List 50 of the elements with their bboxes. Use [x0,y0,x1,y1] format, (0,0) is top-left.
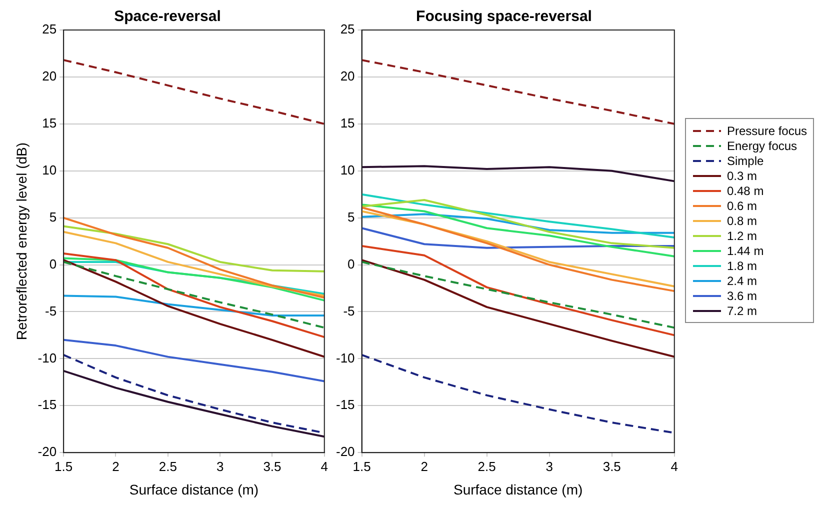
x-tick-label: 2 [112,458,120,474]
y-tick-label: 20 [42,68,57,84]
legend-label: 7.2 m [727,304,758,318]
x-tick-label: 1.5 [54,458,73,474]
legend-label: 3.6 m [727,288,758,302]
legend-label: Energy focus [727,138,798,152]
x-tick-label: 2.5 [478,458,496,474]
x-axis-title: Surface distance (m) [454,481,583,498]
y-tick-label: -10 [38,350,57,366]
y-tick-label: 10 [340,162,355,178]
y-tick-label: 5 [49,209,57,224]
x-tick-label: 3 [216,458,224,474]
y-tick-label: -15 [336,397,355,412]
y-tick-label: 0 [348,256,355,272]
legend-label: Pressure focus [727,124,808,138]
chart-title: Space-reversal [114,8,221,26]
legend-label: 1.2 m [727,228,758,242]
chart-title: Focusing space-reversal [416,8,592,26]
y-tick-label: -20 [38,444,57,460]
x-tick-label: 1.5 [352,458,371,474]
legend-label: 0.6 m [727,198,758,212]
y-tick-label: -5 [343,303,355,318]
x-axis-title: Surface distance (m) [129,481,259,498]
y-tick-label: 15 [340,115,355,130]
y-tick-label: 25 [340,22,355,37]
y-tick-label: -10 [336,350,355,366]
x-tick-label: 3 [546,458,553,474]
legend-label: 0.8 m [727,214,758,228]
y-tick-label: 10 [42,162,57,178]
legend-label: Simple [727,154,764,168]
x-tick-label: 3.5 [602,458,621,474]
y-tick-label: 20 [340,68,355,84]
legend-label: 1.44 m [727,244,764,258]
x-tick-label: 4 [670,458,678,474]
y-tick-label: -15 [38,397,57,412]
legend-label: 2.4 m [727,274,758,288]
y-tick-label: 25 [42,22,57,37]
y-tick-label: -5 [45,303,57,318]
y-tick-label: 0 [49,256,57,272]
x-tick-label: 4 [320,458,328,474]
legend-label: 0.48 m [727,184,764,198]
y-tick-label: 15 [42,115,57,130]
x-tick-label: 3.5 [263,458,282,474]
y-tick-label: 5 [348,209,355,224]
y-axis-title: Retroreflected energy level (dB) [13,142,30,340]
y-tick-label: -20 [336,444,355,460]
legend-label: 1.8 m [727,258,758,272]
x-tick-label: 2 [420,458,428,474]
legend-label: 0.3 m [727,168,758,182]
x-tick-label: 2.5 [158,458,177,474]
